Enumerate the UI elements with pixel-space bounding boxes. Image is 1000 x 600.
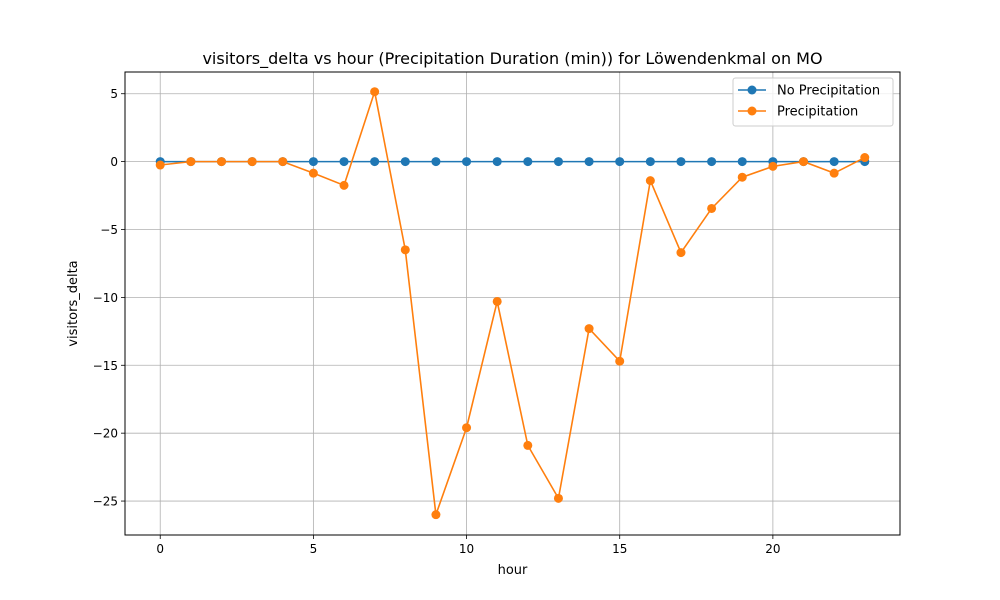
data-point: [370, 87, 380, 97]
data-point: [400, 245, 410, 255]
data-point: [462, 423, 472, 433]
data-point: [584, 324, 594, 334]
y-tick-label: −25: [93, 495, 118, 509]
data-point: [308, 157, 318, 167]
legend-label: Precipitation: [777, 105, 858, 120]
data-point: [615, 157, 625, 167]
data-point: [737, 172, 747, 182]
data-point: [645, 157, 655, 167]
y-tick-label: 0: [110, 155, 118, 169]
data-point: [860, 153, 870, 163]
data-point: [829, 168, 839, 178]
data-point: [615, 356, 625, 366]
data-point: [799, 157, 809, 167]
series-1: [155, 87, 870, 520]
data-point: [676, 248, 686, 258]
chart-title: visitors_delta vs hour (Precipitation Du…: [202, 49, 822, 69]
y-tick-label: −5: [100, 223, 118, 237]
data-point: [553, 493, 563, 503]
data-point: [584, 157, 594, 167]
data-point: [492, 296, 502, 306]
x-tick-label: 10: [459, 542, 474, 556]
data-point: [339, 180, 349, 190]
x-tick-label: 20: [765, 542, 780, 556]
data-point: [400, 157, 410, 167]
y-tick-label: 5: [110, 87, 118, 101]
y-tick-label: −20: [93, 427, 118, 441]
data-point: [462, 157, 472, 167]
series-layer: [155, 87, 870, 520]
x-axis-label: hour: [498, 563, 528, 578]
data-point: [431, 157, 441, 167]
x-tick-label: 15: [612, 542, 627, 556]
data-point: [247, 157, 257, 167]
legend-label: No Precipitation: [777, 84, 880, 99]
data-point: [431, 510, 441, 520]
data-point: [216, 157, 226, 167]
legend-marker: [747, 85, 757, 95]
data-point: [737, 157, 747, 167]
legend-marker: [747, 106, 757, 116]
data-point: [186, 157, 196, 167]
data-point: [492, 157, 502, 167]
legend-box: [732, 77, 894, 127]
data-point: [707, 203, 717, 213]
x-tick-label: 0: [156, 542, 164, 556]
y-tick-label: −15: [93, 359, 118, 373]
data-point: [155, 160, 165, 170]
data-point: [523, 440, 533, 450]
x-tick-label: 5: [310, 542, 318, 556]
data-point: [523, 157, 533, 167]
data-point: [707, 157, 717, 167]
series-line: [160, 88, 866, 515]
y-axis-label: visitors_delta: [66, 260, 81, 346]
data-point: [676, 157, 686, 167]
data-point: [645, 176, 655, 186]
data-point: [308, 168, 318, 178]
data-point: [768, 161, 778, 171]
data-point: [339, 157, 349, 167]
data-point: [370, 157, 380, 167]
data-point: [829, 157, 839, 167]
y-tick-label: −10: [93, 291, 118, 305]
data-point: [278, 157, 288, 167]
axis-ticks: 0 5 10 15 20 5 0 −5 −10 −15 −20 −25: [93, 87, 781, 556]
legend: No Precipitation Precipitation: [732, 77, 894, 127]
data-point: [553, 157, 563, 167]
plot-frame: [124, 71, 901, 536]
